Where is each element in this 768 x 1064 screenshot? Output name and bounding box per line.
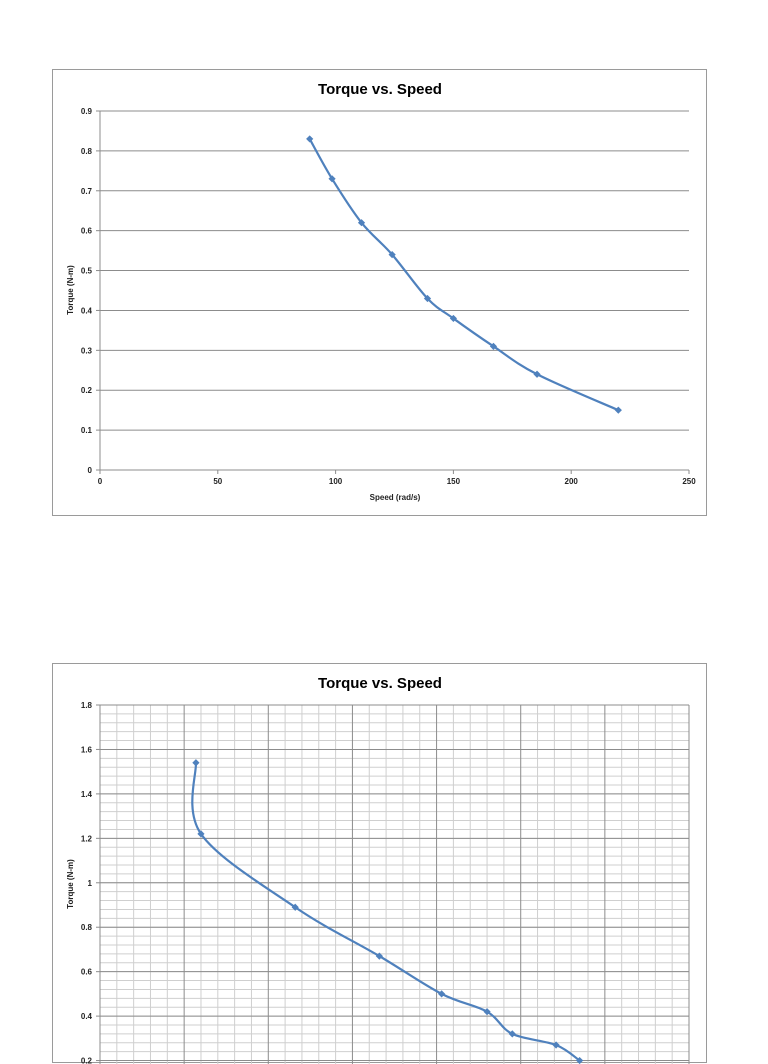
chart2-y-tick-label: 1.8 (81, 701, 93, 710)
chart2-y-tick-label: 1.2 (81, 834, 93, 843)
chart1-data-point (423, 294, 432, 303)
chart1-y-tick-label: 0.6 (81, 227, 93, 236)
chart2-y-axis-label: Torque (N-m) (66, 859, 75, 909)
chart1-x-tick-label: 0 (98, 477, 103, 486)
chart1-y-tick-label: 0.2 (81, 386, 93, 395)
chart2-data-point (192, 759, 200, 767)
chart1-y-tick-label: 0.7 (81, 187, 93, 196)
chart1-x-tick-label: 200 (565, 477, 579, 486)
chart1-x-axis-label: Speed (rad/s) (370, 493, 421, 502)
chart2-svg: Torque vs. Speed Torque (N-m) 0.2 0.4 0.6 0… (66, 675, 690, 1064)
chart1-title: Torque vs. Speed (318, 81, 442, 98)
chart1-y-tick-label: 0.1 (81, 426, 93, 435)
chart-torque-vs-speed-2: Torque vs. Speed Torque (N-m) 0.2 0.4 0.6 0… (52, 663, 707, 1064)
chart-torque-vs-speed-1: Torque vs. Speed Torque (N-m) Speed (rad… (52, 69, 707, 516)
chart2-data-point (375, 952, 383, 960)
chart2-y-tick-label: 1.4 (81, 790, 93, 799)
chart1-data-point (533, 370, 541, 378)
chart1-x-tick-label: 250 (682, 477, 696, 486)
chart2-y-tick-label: 0.4 (81, 1012, 93, 1021)
chart1-svg: Torque vs. Speed Torque (N-m) Speed (rad… (66, 81, 696, 502)
chart1-y-tick-label: 0.4 (81, 306, 93, 315)
chart1-x-tick-label: 50 (213, 477, 222, 486)
chart1-y-tick-label: 0.3 (81, 346, 93, 355)
chart1-y-tick-label: 0 (88, 466, 93, 475)
chart2-data-point (483, 1008, 491, 1016)
chart1-data-point (614, 406, 622, 414)
chart1-data-point (357, 219, 366, 227)
chart2-title: Torque vs. Speed (318, 675, 442, 692)
chart2-y-tick-label: 0.6 (81, 968, 93, 977)
chart1-data-point (388, 251, 396, 259)
chart1-data-point (449, 314, 457, 323)
chart1-y-tick-label: 0.5 (81, 267, 93, 276)
chart1-y-tick-label: 0.8 (81, 147, 93, 156)
chart2-data-point (438, 990, 446, 998)
chart1-series-line (308, 138, 619, 412)
chart2-y-tick-label: 0.2 (81, 1057, 93, 1064)
chart1-x-tick-label: 150 (447, 477, 461, 486)
chart2-y-tick-label: 1.6 (81, 745, 93, 754)
chart1-y-axis-label: Torque (N-m) (66, 265, 75, 315)
chart1-y-tick-label: 0.9 (81, 107, 93, 116)
chart1-x-tick-label: 100 (329, 477, 343, 486)
chart2-y-tick-label: 0.8 (81, 923, 93, 932)
chart2-y-tick-label: 1 (88, 879, 93, 888)
chart1-data-point (489, 342, 498, 350)
